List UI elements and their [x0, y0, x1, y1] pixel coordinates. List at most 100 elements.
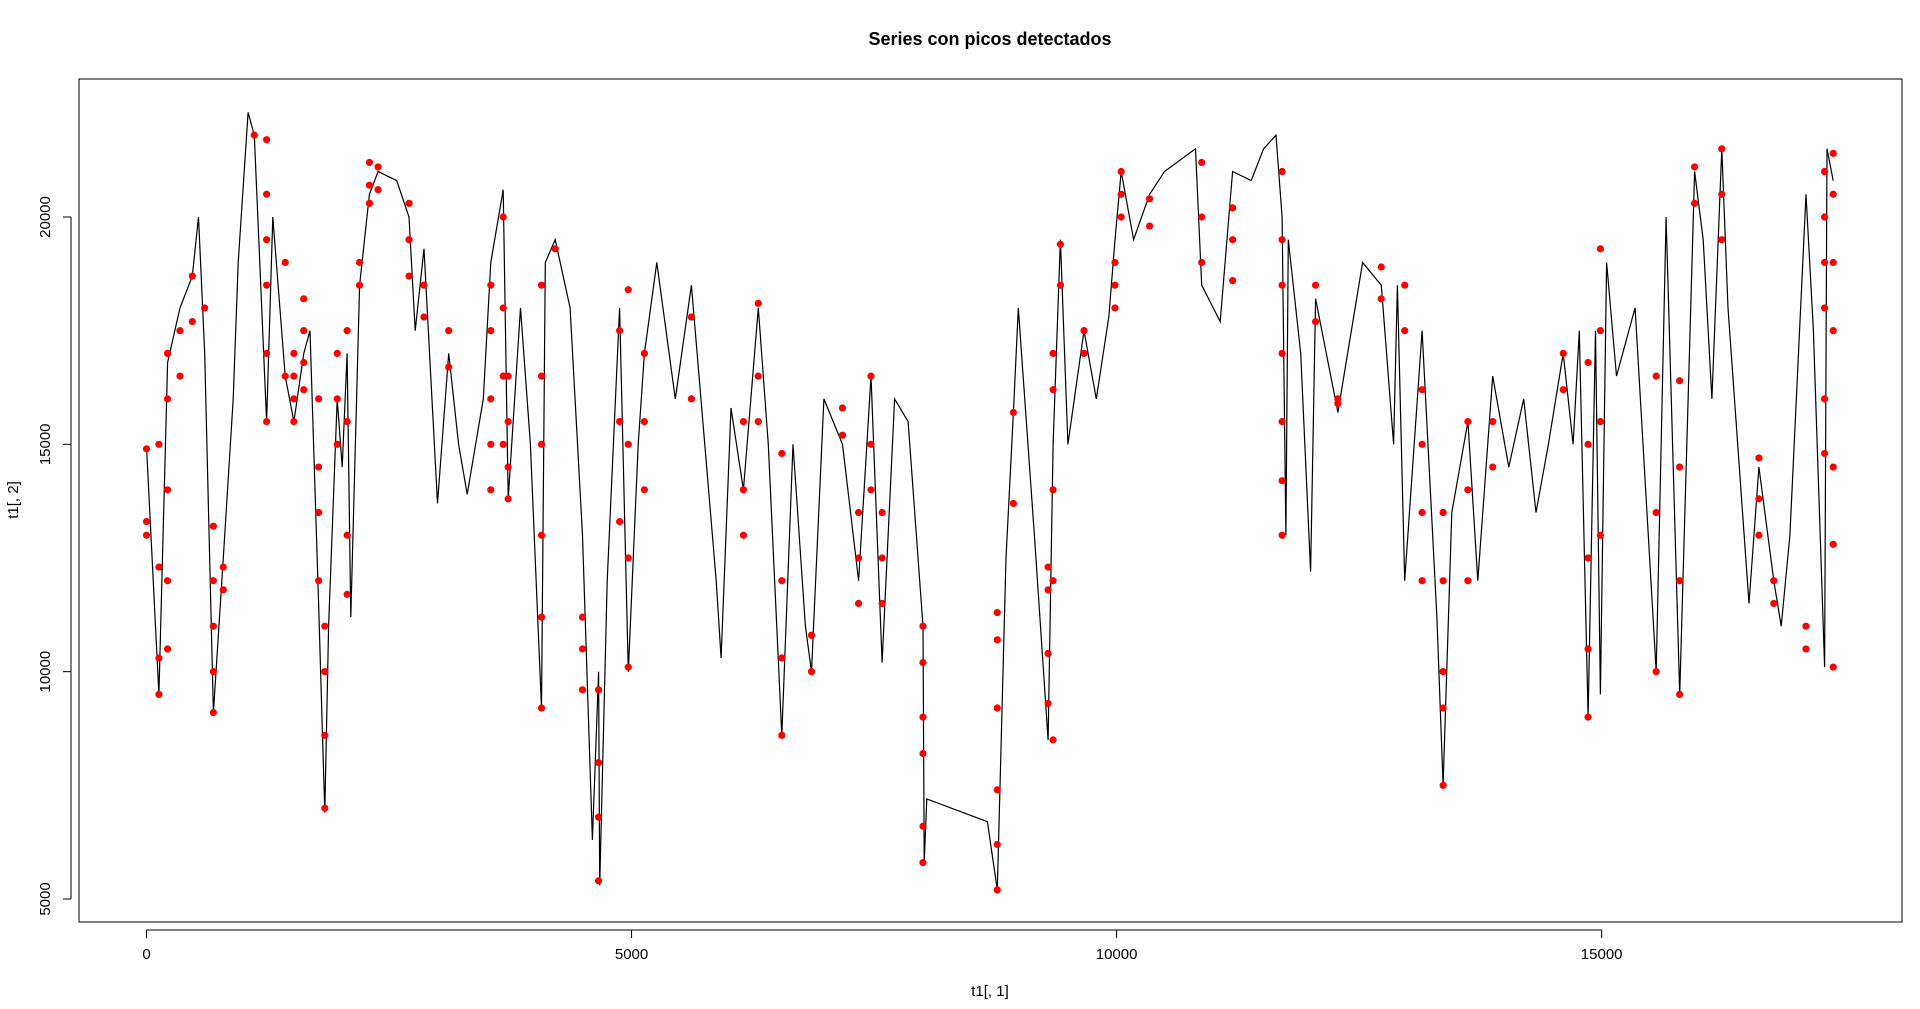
peak-point	[624, 554, 632, 562]
peak-point	[687, 395, 696, 403]
peak-point	[155, 563, 163, 571]
peak-point	[594, 813, 603, 821]
peak-point	[739, 417, 748, 426]
peak-point	[365, 199, 374, 207]
peak-point	[365, 181, 374, 189]
peak-point	[594, 758, 603, 767]
peak-point	[1278, 477, 1286, 485]
peak-point	[1278, 417, 1286, 426]
peak-point	[878, 599, 886, 608]
peak-point	[778, 449, 786, 458]
peak-point	[343, 417, 351, 426]
peak-point	[1117, 213, 1125, 221]
peak-point	[1820, 213, 1829, 221]
peak-point	[445, 327, 453, 335]
peak-point	[1080, 349, 1088, 357]
peak-point	[343, 531, 351, 539]
peak-point	[176, 327, 184, 335]
peak-point	[300, 358, 308, 367]
peak-point	[1559, 349, 1567, 357]
peak-point	[624, 286, 632, 294]
peak-point	[333, 349, 341, 357]
peak-point	[807, 668, 816, 676]
peak-point	[551, 245, 559, 253]
peak-point	[420, 281, 428, 289]
peak-point	[919, 713, 927, 721]
peak-point	[263, 281, 271, 289]
peak-point	[1718, 236, 1726, 244]
peak-point	[1439, 704, 1447, 712]
peak-point	[919, 622, 927, 630]
peak-point	[1049, 736, 1057, 744]
peak-point	[1584, 358, 1592, 367]
peak-point	[537, 531, 546, 539]
peak-point	[405, 236, 413, 244]
peak-point	[209, 668, 217, 676]
peak-point	[1418, 508, 1426, 517]
peak-point	[1829, 258, 1837, 267]
peak-point	[754, 299, 762, 307]
peak-point	[1009, 408, 1017, 417]
peak-point	[1820, 167, 1829, 176]
peak-point	[640, 486, 648, 494]
peak-point	[163, 395, 172, 403]
peak-point	[1718, 145, 1726, 153]
peak-point	[321, 622, 329, 630]
peak-point	[1229, 236, 1237, 244]
peak-point	[1802, 645, 1810, 653]
peak-point	[993, 886, 1001, 894]
peak-point	[1559, 386, 1567, 394]
peak-point	[1401, 327, 1409, 335]
peak-point	[504, 372, 512, 380]
peak-point	[155, 690, 163, 698]
peak-point	[499, 304, 507, 312]
peak-point	[1802, 622, 1810, 630]
peak-point	[867, 372, 875, 380]
peak-point	[1401, 281, 1409, 289]
peak-point	[1278, 531, 1286, 539]
y-tick-label: 15000	[37, 423, 54, 465]
peak-point	[739, 531, 748, 539]
peak-point	[1044, 563, 1052, 571]
peak-point	[1418, 577, 1426, 585]
peak-point	[537, 372, 546, 380]
series-line	[145, 112, 1834, 890]
peak-point	[420, 313, 428, 321]
peak-point	[594, 877, 603, 885]
peak-point	[1829, 663, 1837, 671]
peak-point	[1596, 531, 1604, 539]
peak-point	[1439, 781, 1447, 789]
peak-point	[1464, 486, 1472, 494]
peak-point	[878, 554, 886, 562]
peak-point	[290, 372, 298, 380]
peak-point	[1584, 554, 1592, 562]
peak-point	[1049, 386, 1057, 394]
peak-point	[993, 786, 1001, 794]
peak-point	[487, 486, 495, 494]
peak-point	[624, 440, 632, 448]
peak-point	[578, 686, 587, 694]
peak-point	[1652, 372, 1660, 380]
peak-point	[919, 859, 927, 867]
peak-point	[1439, 577, 1447, 585]
peak-point	[263, 417, 271, 426]
peak-point	[1489, 463, 1497, 471]
peak-point	[355, 281, 364, 289]
peak-point	[1229, 204, 1237, 212]
peak-point	[1676, 577, 1684, 585]
peak-point	[499, 440, 507, 448]
peak-point	[537, 613, 546, 621]
x-axis-label: t1[, 1]	[971, 983, 1009, 1000]
peak-point	[1820, 449, 1829, 458]
peak-point	[1829, 540, 1837, 548]
y-tick-label: 5000	[37, 882, 54, 915]
peak-point	[1584, 440, 1592, 448]
peak-point	[1044, 586, 1052, 594]
peak-point	[499, 372, 507, 380]
peak-point	[754, 417, 762, 426]
peak-point	[640, 417, 648, 426]
peak-point	[594, 686, 603, 694]
peak-point	[1829, 463, 1837, 471]
peak-point	[219, 563, 227, 571]
peak-point	[919, 658, 927, 667]
